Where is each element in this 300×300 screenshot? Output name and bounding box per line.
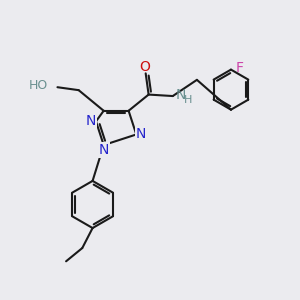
Text: N: N	[136, 128, 146, 142]
Text: O: O	[139, 60, 150, 74]
Text: H: H	[184, 94, 192, 105]
Text: N: N	[86, 114, 96, 128]
Text: F: F	[236, 61, 244, 75]
Text: N: N	[176, 88, 186, 102]
Text: N: N	[98, 143, 109, 157]
Text: HO: HO	[29, 79, 48, 92]
